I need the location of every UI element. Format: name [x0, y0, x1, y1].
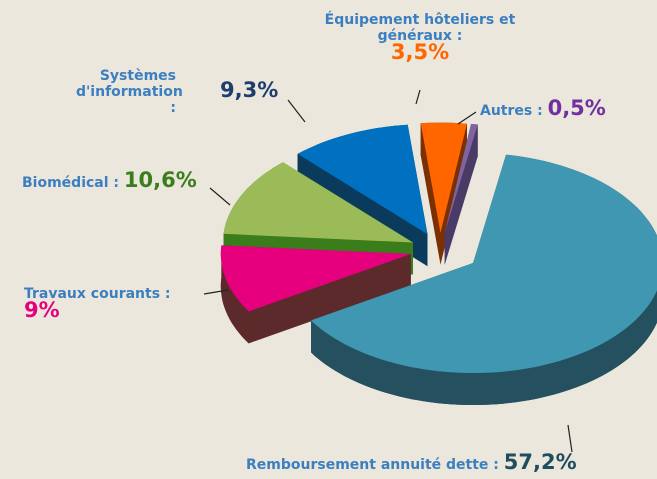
- leader-line: [457, 111, 477, 125]
- category-label: Équipement hôteliers et généraux :: [324, 12, 516, 44]
- category-label: Remboursement annuité dette :: [246, 457, 499, 473]
- slice-label: Travaux courants :9%: [24, 286, 214, 321]
- slice: [220, 245, 411, 312]
- slice: [311, 154, 657, 373]
- leader-line: [203, 289, 229, 295]
- slice-label: Autres : 0,5%: [480, 98, 657, 120]
- value-label: 9%: [24, 298, 60, 322]
- value-label: 3,5%: [390, 40, 450, 64]
- slice-label: Équipement hôteliers et généraux :3,5%: [320, 12, 520, 63]
- slice-label: Biomédical : 10,6%: [22, 170, 242, 192]
- slice-label: 9,3%: [220, 80, 278, 101]
- leader-lines: [203, 89, 573, 453]
- value-label: 0,5%: [547, 96, 606, 120]
- category-label: Autres :: [480, 103, 543, 119]
- slice-side: [444, 124, 478, 265]
- leader-line: [287, 99, 306, 123]
- category-label: Systèmes d'information :: [76, 68, 183, 116]
- category-label: Biomédical :: [22, 175, 120, 191]
- leader-line: [415, 89, 421, 105]
- slice-label: Systèmes d'information :: [76, 68, 183, 116]
- slice: [444, 123, 478, 233]
- slice: [297, 124, 428, 235]
- slice: [420, 122, 467, 233]
- value-label: 10,6%: [123, 168, 197, 192]
- value-label: 9,3%: [220, 78, 279, 102]
- slice-label: Remboursement annuité dette : 57,2%: [246, 452, 657, 474]
- leader-line: [567, 424, 573, 453]
- leader-line: [209, 187, 231, 206]
- slice-side: [220, 245, 249, 344]
- value-label: 57,2%: [503, 450, 577, 474]
- category-label: Travaux courants :: [24, 286, 171, 302]
- slice-side: [420, 123, 441, 265]
- slice: [223, 162, 413, 243]
